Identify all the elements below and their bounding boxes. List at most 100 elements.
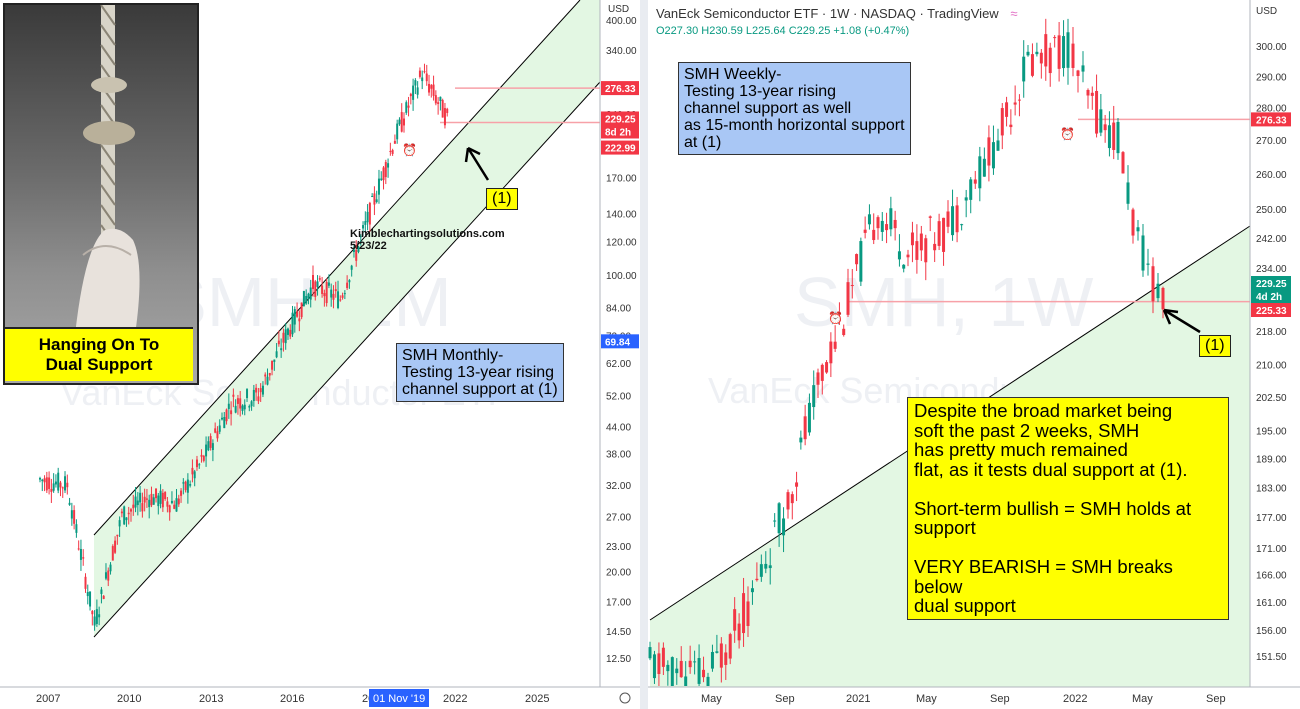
candle-body [136,500,139,506]
candle-body [225,409,228,422]
candle-body [159,490,162,504]
rope-photo [3,3,199,385]
left-price-label: 276.33 [605,84,636,95]
weekly-candle-body [782,518,786,536]
candle-body [236,398,239,404]
candle-body [318,278,321,280]
weekly-candle-body [1141,235,1145,271]
candle-body [104,572,107,579]
candle-body [123,506,126,525]
weekly-candle-body [786,492,790,510]
candle-body [337,291,340,308]
candle-body [248,406,251,408]
monthly-chart-plot[interactable]: ⏰USD400.00340.00280.00240.00200.00170.00… [0,0,640,709]
right-y-tick: 250.00 [1256,205,1287,216]
weekly-candle-body [1000,108,1004,136]
candle-body [348,280,351,283]
weekly-candle-body [902,264,906,269]
candle-body [312,275,314,290]
weekly-candle-body [759,564,763,577]
candle-body [362,225,365,229]
weekly-candle-body [1048,47,1052,74]
weekly-candle-body [867,214,871,225]
weekly-candle-body [825,362,829,373]
candle-body [89,591,92,607]
candle-body [398,119,401,125]
panel-divider[interactable] [640,0,648,709]
settings-gear-icon[interactable] [619,692,631,704]
candle-body [91,611,94,615]
right-support-tag: (1) [1199,335,1231,357]
weekly-candle-body [850,285,854,287]
weekly-chart-panel[interactable]: SMH, 1W VanEck Semiconductor ETF ⏰ ⏰ USD 30… [648,0,1300,709]
right-x-tick: May [916,693,937,705]
weekly-candle-body [719,643,723,668]
left-x-tick: 2025 [525,693,549,705]
candle-body [280,348,283,351]
candle-body [134,496,137,508]
monthly-chart-panel[interactable]: SMH, 1M VanEck Semiconductor ETF ⏰USD400… [0,0,640,709]
right-y-tick: 242.00 [1256,234,1287,245]
candle-body [48,477,51,489]
left-price-label: 8d 2h [605,127,631,138]
candle-body [268,372,271,376]
candle-body [357,246,360,252]
candle-body [309,287,312,300]
candle-body [377,178,380,195]
left-y-tick: 52.00 [606,392,631,403]
weekly-candle-body [675,668,679,674]
candle-body [68,502,71,505]
weekly-candle-body [1026,51,1030,56]
alarm-icon: ⏰ [402,142,417,157]
candle-body [205,444,208,457]
weekly-candle-body [1116,121,1120,154]
candle-body [327,282,330,286]
candle-body [39,478,41,480]
weekly-candle-body [795,482,799,487]
weekly-candle-body [790,494,794,504]
left-y-tick: 32.00 [606,481,631,492]
candle-body [52,483,55,491]
candle-body [373,193,376,205]
candle-body [73,510,76,524]
candle-body [114,540,117,553]
candle-body [423,71,426,73]
right-currency-label: USD [1256,6,1277,17]
candle-body [277,340,280,345]
candle-body [293,309,296,325]
candle-body [191,467,194,475]
weekly-candle-body [942,217,946,252]
candle-body [334,289,337,292]
candle-body [282,332,285,343]
candle-body [296,311,299,317]
candle-body [125,517,128,521]
candle-body [86,592,89,597]
weekly-candle-body [1057,35,1061,69]
candle-body [239,398,242,409]
candle-body [57,472,60,491]
weekly-candle-body [688,660,692,668]
candle-body [214,428,217,433]
right-y-tick: 171.00 [1256,544,1287,555]
symbol-title: VanEck Semiconductor ETF · 1W · NASDAQ ·… [656,6,999,21]
left-x-tick: 2010 [117,693,141,705]
weekly-candle-body [742,593,746,634]
candle-body [255,387,258,393]
weekly-candle-body [987,137,991,166]
weekly-candle-body [1103,124,1107,131]
candle-body [405,102,408,113]
weekly-candle-body [666,664,670,672]
candle-body [343,293,346,295]
weekly-candle-body [1039,52,1043,64]
candle-body [173,504,176,509]
left-x-tick: 2016 [280,693,304,705]
right-y-tick: 300.00 [1256,42,1287,53]
candle-body [403,118,405,126]
candle-body [323,293,326,297]
right-y-tick: 161.00 [1256,598,1287,609]
weekly-candle-body [777,503,781,534]
candle-body [61,487,64,489]
left-x-tick: 2022 [443,693,467,705]
candle-body [145,498,148,500]
weekly-candle-body [1017,99,1021,101]
